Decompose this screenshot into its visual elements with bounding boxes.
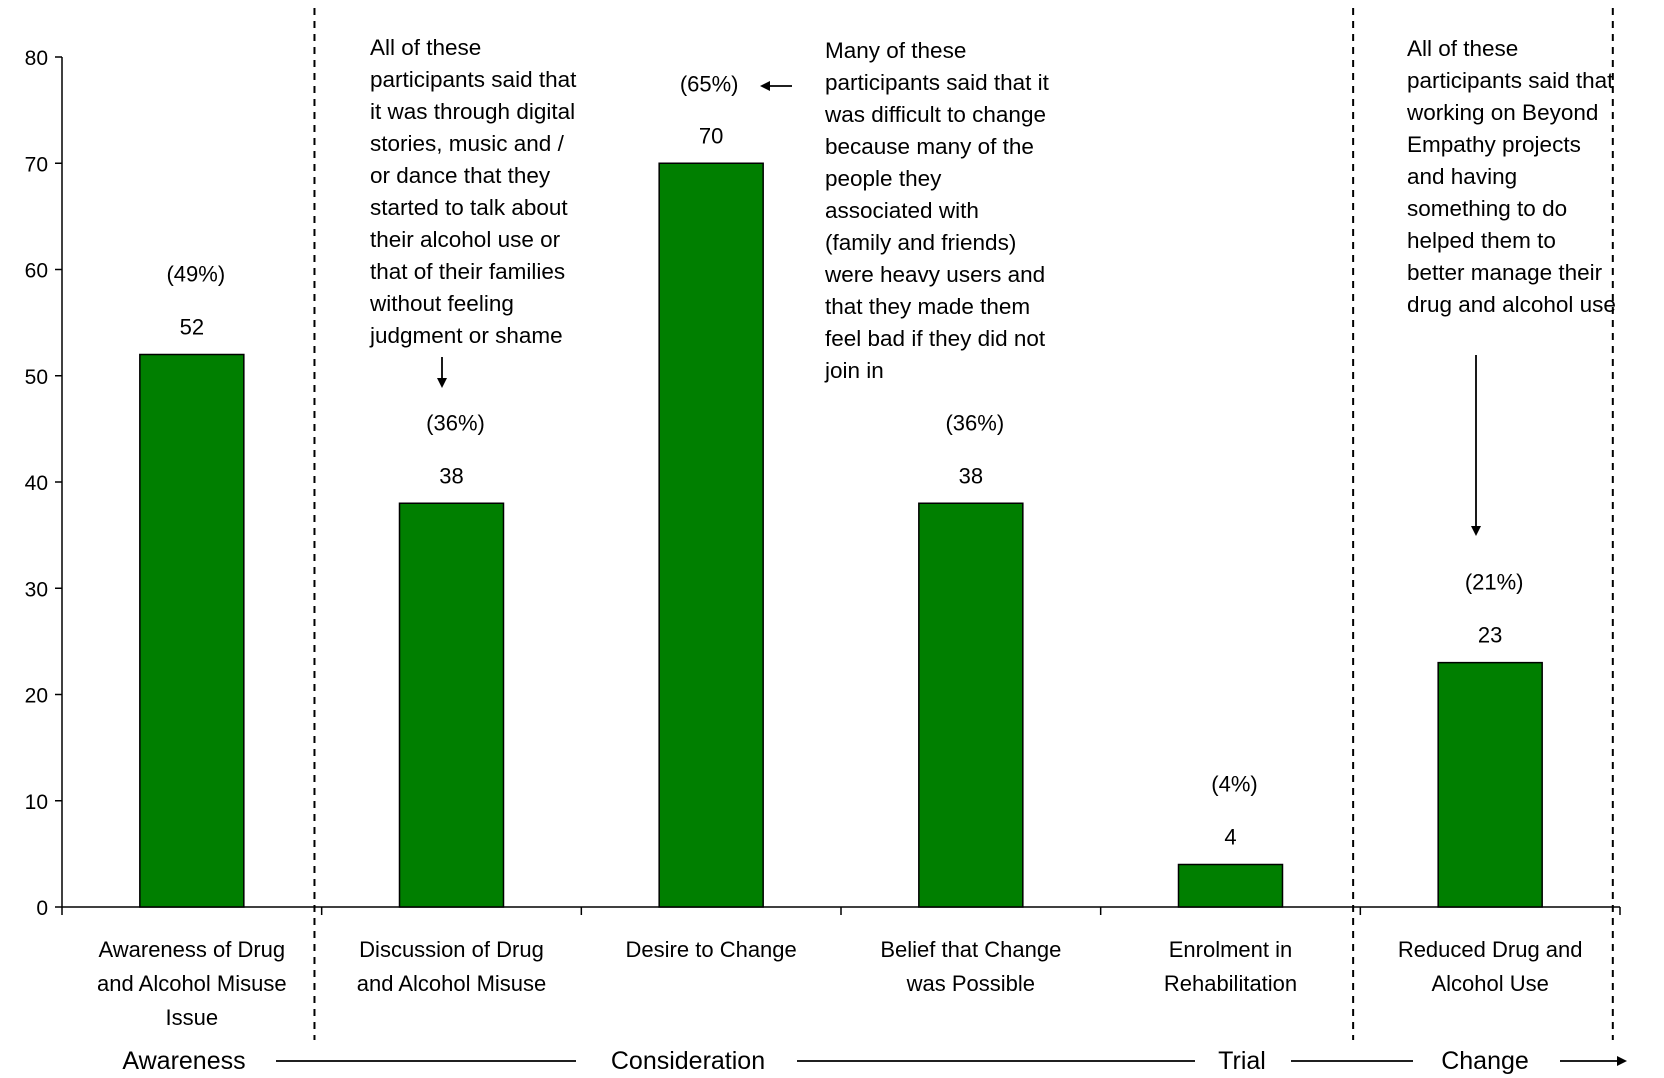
bar <box>1437 661 1543 908</box>
annotation-text: associated with <box>825 198 979 223</box>
data-label: 70 <box>699 123 723 148</box>
stage-dividers <box>313 8 1614 1040</box>
y-tick-label: 80 <box>25 47 48 70</box>
percent-label: (36%) <box>945 410 1004 435</box>
y-tick-label: 20 <box>25 685 48 708</box>
category-label: Issue <box>166 1005 219 1030</box>
bar <box>1177 863 1284 908</box>
category-label: Rehabilitation <box>1164 971 1297 996</box>
category-label: and Alcohol Misuse <box>97 971 287 996</box>
annotation-text: All of these <box>370 35 481 60</box>
percent-label: (36%) <box>426 410 485 435</box>
annotation-text: helped them to <box>1407 228 1556 253</box>
annotation-text: judgment or shame <box>369 323 563 348</box>
y-tick-label: 30 <box>25 578 48 601</box>
data-label: 23 <box>1478 623 1502 648</box>
percent-label: (49%) <box>166 262 225 287</box>
bar <box>658 162 764 908</box>
annotation-text: working on Beyond <box>1406 100 1598 125</box>
category-label: Awareness of Drug <box>98 937 285 962</box>
annotation-text: Many of these <box>825 38 966 63</box>
annotation-text: participants said that <box>370 67 577 92</box>
annotation-text: participants said that it <box>825 70 1050 95</box>
category-label: Belief that Change <box>880 937 1061 962</box>
annotation-text: participants said that <box>1407 68 1614 93</box>
data-labels: 52 (49%) 38 (36%) 70 (65%) 38 (36%) 4 (4%) 23 (21%) <box>166 71 1523 849</box>
percent-label: (4%) <box>1211 772 1257 797</box>
annotation-text: was difficult to change <box>824 102 1046 127</box>
annotation-text: started to talk about <box>370 195 568 220</box>
category-labels: Awareness of Drug and Alcohol Misuse Issue… <box>97 937 1582 1030</box>
annotation-text: drug and alcohol use <box>1407 292 1616 317</box>
annotation-text: their alcohol use or <box>370 227 561 252</box>
data-label: 4 <box>1224 825 1236 850</box>
annotation-text: were heavy users and <box>824 262 1045 287</box>
y-tick-label: 40 <box>25 472 48 495</box>
category-label: Reduced Drug and <box>1398 937 1583 962</box>
annotation-text: stories, music and / <box>370 131 565 156</box>
axes: 0 10 20 30 40 50 60 70 80 <box>25 47 1621 920</box>
y-tick-label: 50 <box>25 366 48 389</box>
percent-label: (65%) <box>680 71 739 96</box>
stage-timeline: Awareness Consideration Trial Change <box>122 1047 1627 1075</box>
y-tick-label: 70 <box>25 153 48 176</box>
stage-label-change: Change <box>1441 1047 1529 1075</box>
stage-label-trial: Trial <box>1218 1047 1266 1075</box>
bars <box>139 162 1543 908</box>
y-tick-label: 60 <box>25 260 48 283</box>
annotation-text: because many of the <box>825 134 1034 159</box>
annotation-text: and having <box>1407 164 1517 189</box>
annotation-text: better manage their <box>1407 260 1603 285</box>
annotation-text: it was through digital <box>370 99 575 124</box>
annotation-text: All of these <box>1407 36 1518 61</box>
y-tick-label: 10 <box>25 791 48 814</box>
bar <box>398 502 505 908</box>
annotation-text: join in <box>824 358 884 383</box>
data-label: 52 <box>180 315 204 340</box>
stage-label-awareness: Awareness <box>122 1047 245 1075</box>
category-label: Discussion of Drug <box>359 937 544 962</box>
annotation-text: feel bad if they did not <box>825 326 1046 351</box>
annotation-text: Empathy projects <box>1407 132 1581 157</box>
annotation-text: (family and friends) <box>825 230 1016 255</box>
annotation-text: without feeling <box>369 291 514 316</box>
annotations: All of these participants said that it was… <box>369 35 1616 536</box>
category-label: Enrolment in <box>1169 937 1293 962</box>
annotation-text: something to do <box>1407 196 1567 221</box>
category-label: Desire to Change <box>626 937 797 962</box>
annotation-text: people they <box>825 166 942 191</box>
annotation-text: that they made them <box>825 294 1030 319</box>
annotation-text: that of their families <box>370 259 565 284</box>
y-tick-label: 0 <box>36 897 48 920</box>
stage-label-consideration: Consideration <box>611 1047 765 1075</box>
percent-label: (21%) <box>1465 570 1524 595</box>
data-label: 38 <box>959 463 983 488</box>
data-label: 38 <box>439 463 463 488</box>
category-label: and Alcohol Misuse <box>357 971 547 996</box>
category-label: was Possible <box>906 971 1035 996</box>
annotation-text: or dance that they <box>370 163 551 188</box>
category-label: Alcohol Use <box>1431 971 1548 996</box>
bar <box>139 353 245 908</box>
bar <box>918 502 1024 908</box>
